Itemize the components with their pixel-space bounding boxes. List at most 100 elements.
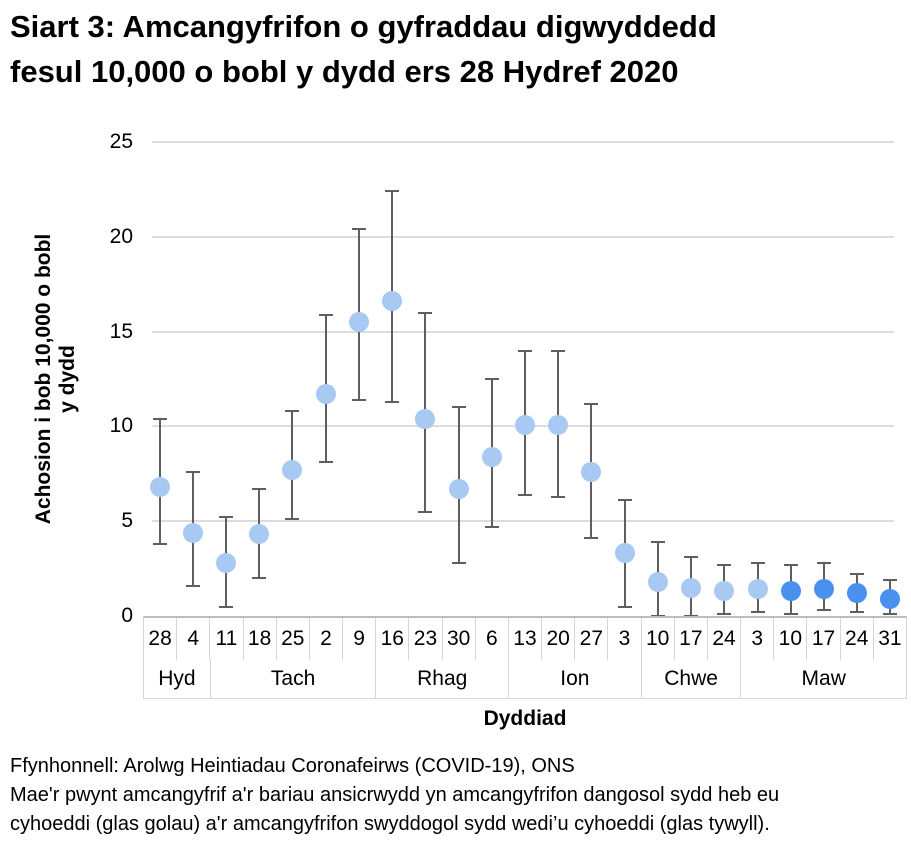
error-bar-cap (252, 577, 266, 579)
gridline (152, 236, 894, 238)
error-bar-cap (418, 511, 432, 513)
error-bar-cap (485, 526, 499, 528)
data-point-marker (615, 543, 635, 563)
error-bar-cap (319, 314, 333, 316)
x-axis-table: 28 4 11 18 25 2 9 16 23 30 6 13 20 27 3 10 17 24 3 10 17 24 31… (143, 616, 907, 699)
month-cell: Chwe (642, 660, 742, 698)
error-bar-cap (817, 562, 831, 564)
data-point-marker (681, 578, 701, 598)
error-bar-cap (850, 611, 864, 613)
error-bar-cap (717, 613, 731, 615)
date-cell: 10 (642, 618, 675, 660)
error-bar-cap (784, 564, 798, 566)
y-axis-tick-label: 5 (121, 509, 133, 532)
error-bar-cap (883, 613, 897, 615)
date-cell: 6 (476, 618, 509, 660)
x-axis-title: Dyddiad (483, 707, 567, 730)
error-bar-cap (219, 606, 233, 608)
error-bar-cap (751, 611, 765, 613)
error-bar-cap (285, 410, 299, 412)
y-axis-tick-label: 20 (109, 225, 133, 248)
y-axis-title: Achosion i bob 10,000 o bobl y dydd (32, 234, 80, 525)
date-cell: 25 (277, 618, 310, 660)
month-cell: Tach (211, 660, 377, 698)
month-cell: Hyd (144, 660, 211, 698)
error-bar-cap (153, 543, 167, 545)
footer-source: Ffynhonnell: Arolwg Heintiadau Coronafei… (10, 755, 575, 777)
error-bar-cap (252, 488, 266, 490)
error-bar-cap (385, 190, 399, 192)
error-bar-cap (883, 579, 897, 581)
data-point-marker (880, 589, 900, 609)
error-bar-cap (584, 537, 598, 539)
date-cell: 20 (542, 618, 576, 660)
date-cell: 27 (575, 618, 609, 660)
error-bar-cap (485, 378, 499, 380)
data-point-marker (482, 447, 502, 467)
data-point-marker (714, 581, 734, 601)
date-cell: 17 (675, 618, 708, 660)
date-cell: 16 (376, 618, 410, 660)
data-point-marker (249, 524, 269, 544)
x-axis-month-row: Hyd Tach Rhag Ion Chwe Maw (144, 660, 906, 698)
month-cell: Maw (801, 667, 846, 690)
error-bar-cap (684, 556, 698, 558)
data-point-marker (748, 579, 768, 599)
error-bar-cap (850, 573, 864, 575)
error-bar-cap (518, 494, 532, 496)
date-cell: 17 (807, 618, 841, 660)
date-cell: 2 (310, 618, 344, 660)
data-point-marker (316, 384, 336, 404)
error-bar-cap (186, 471, 200, 473)
plot-area (143, 141, 907, 617)
x-axis-date-row: 28 4 11 18 25 2 9 16 23 30 6 13 20 27 3 10 17 24 3 10 17 24 31 (144, 618, 906, 660)
error-bar-cap (618, 606, 632, 608)
date-cell: 31 (878, 627, 902, 650)
chart-title-line-1: Siart 3: Amcangyfrifon o gyfraddau digwy… (10, 9, 717, 44)
error-bar-cap (651, 541, 665, 543)
y-axis-title-line-1: Achosion i bob 10,000 o bobl (32, 233, 55, 525)
data-point-marker (781, 581, 801, 601)
footer-note-line-2: cyhoeddi (glas golau) a'r amcangyfrifon … (10, 813, 770, 835)
y-axis-title-line-2: y dydd (56, 345, 79, 413)
data-point-marker (581, 462, 601, 482)
data-point-marker (648, 572, 668, 592)
data-point-marker (847, 583, 867, 603)
error-bar-cap (153, 418, 167, 420)
y-axis-tick-label: 25 (109, 130, 133, 153)
month-cell: Rhag (376, 660, 510, 698)
footer: Ffynhonnell: Arolwg Heintiadau Coronafei… (10, 752, 905, 839)
error-bar-cap (518, 350, 532, 352)
date-cell: 30 (443, 618, 476, 660)
data-point-marker (216, 553, 236, 573)
data-point-marker (515, 415, 535, 435)
error-bar-cap (452, 562, 466, 564)
date-cell: 10 (774, 618, 808, 660)
data-point-marker (415, 409, 435, 429)
date-cell: 4 (177, 618, 211, 660)
gridline (152, 331, 894, 333)
data-point-marker (382, 291, 402, 311)
data-point-marker (814, 579, 834, 599)
error-bar-cap (784, 613, 798, 615)
data-point-marker (282, 460, 302, 480)
error-bar-cap (551, 496, 565, 498)
date-cell: 28 (144, 618, 178, 660)
error-bar-cap (751, 562, 765, 564)
date-cell: 3 (741, 618, 775, 660)
data-point-marker (449, 479, 469, 499)
date-cell: 11 (210, 618, 244, 660)
data-point-marker (150, 477, 170, 497)
date-cell: 18 (244, 618, 277, 660)
gridline (152, 520, 894, 522)
error-bar-cap (817, 609, 831, 611)
gridline (152, 141, 894, 143)
error-bar-cap (352, 228, 366, 230)
error-bar-cap (717, 564, 731, 566)
error-bar-cap (452, 406, 466, 408)
date-cell: 23 (409, 618, 443, 660)
error-bar-cap (186, 585, 200, 587)
chart-title: Siart 3: Amcangyfrifon o gyfraddau digwy… (10, 4, 900, 94)
error-bar-cap (352, 399, 366, 401)
